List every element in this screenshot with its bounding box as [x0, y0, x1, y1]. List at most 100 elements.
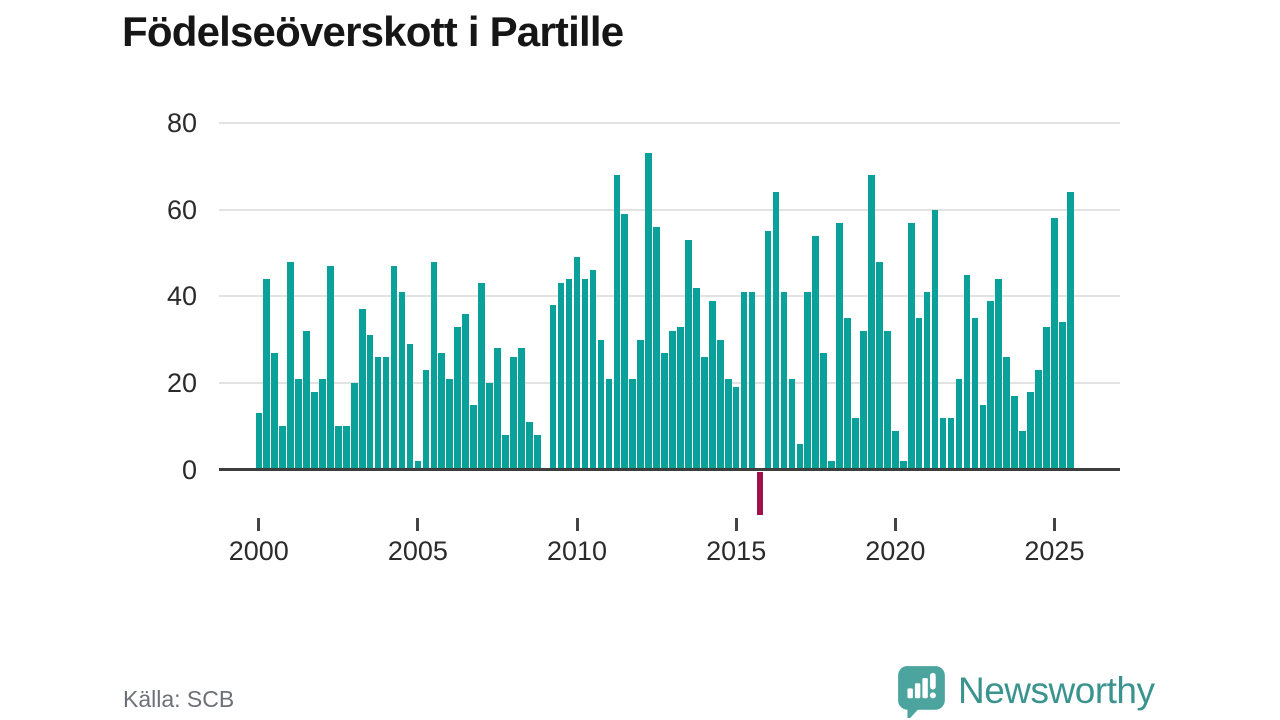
bar [780, 291, 788, 470]
bar [645, 153, 652, 470]
bar [963, 274, 971, 470]
y-axis-tick-label: 80 [166, 108, 197, 139]
y-axis-tick-label: 60 [166, 194, 197, 225]
bar [398, 291, 406, 470]
bar [414, 460, 422, 470]
bar [430, 261, 438, 470]
bar [1059, 322, 1066, 470]
source-note: Källa: SCB [123, 686, 235, 712]
bar [366, 335, 374, 470]
chart-title: Födelseöverskott i Partille [122, 8, 624, 55]
bar [1027, 391, 1034, 470]
bar [422, 369, 430, 470]
bar [740, 291, 748, 470]
bar [502, 434, 509, 470]
bar [995, 278, 1003, 470]
bar [812, 235, 820, 470]
x-axis-tick [257, 518, 261, 531]
bar [486, 382, 493, 470]
bar [884, 330, 891, 470]
bar [287, 261, 294, 470]
bar [629, 378, 637, 470]
bar [470, 404, 477, 470]
gridline-y60 [219, 208, 1120, 211]
bar [892, 430, 899, 470]
bar [271, 352, 278, 470]
bar [390, 265, 398, 470]
bar [685, 239, 692, 470]
bar [406, 343, 414, 470]
bar [653, 226, 660, 470]
bar [1003, 356, 1010, 470]
bar [581, 278, 589, 470]
bar [478, 283, 485, 470]
bar [494, 348, 501, 470]
bar [303, 330, 310, 470]
bar [358, 309, 366, 470]
x-axis-tick [1052, 518, 1056, 531]
bar [295, 378, 302, 470]
bar [311, 391, 318, 470]
bar [526, 421, 533, 470]
bar [836, 222, 843, 470]
bar [955, 378, 963, 470]
bar [677, 326, 684, 470]
gridline-y40 [219, 295, 1120, 298]
bar [613, 174, 621, 470]
bar [1019, 430, 1026, 470]
bar [518, 348, 525, 470]
bar [844, 317, 851, 470]
y-axis-tick-label: 0 [181, 454, 197, 485]
bar [709, 300, 716, 470]
bar [1011, 395, 1018, 470]
bar [343, 426, 350, 470]
bar [693, 287, 700, 470]
bar [716, 339, 724, 470]
bar [907, 222, 915, 470]
bar [939, 417, 947, 470]
bar-negative [756, 471, 764, 515]
bar [669, 330, 676, 470]
bar [319, 378, 326, 470]
bar [820, 352, 827, 470]
bar [446, 378, 454, 470]
x-axis-line [219, 467, 1120, 471]
bar [987, 300, 995, 470]
bar [565, 278, 573, 470]
bar [748, 291, 756, 470]
bar [772, 192, 780, 470]
bar [724, 378, 732, 470]
bar [764, 231, 772, 470]
bar [828, 460, 835, 470]
bar [533, 434, 541, 470]
bar [1043, 326, 1050, 470]
bar [788, 378, 796, 470]
bar [979, 404, 987, 470]
bar [549, 304, 557, 470]
bar [510, 356, 517, 470]
bar [868, 174, 875, 470]
bar [557, 283, 565, 470]
bar [1067, 192, 1074, 470]
x-axis-tick-label: 2010 [547, 536, 608, 566]
bar [876, 261, 883, 470]
x-axis-tick-label: 2000 [228, 536, 289, 566]
bar [899, 460, 907, 470]
bar [382, 356, 390, 470]
x-axis-tick [734, 518, 738, 531]
bar [804, 291, 812, 470]
bar [1051, 218, 1058, 470]
x-axis-tick-label: 2020 [865, 536, 926, 566]
bar [947, 417, 955, 470]
bar [661, 352, 668, 470]
x-axis-tick [416, 518, 420, 531]
bar [597, 339, 605, 470]
gridline-y80 [219, 122, 1120, 125]
bar [454, 326, 461, 470]
bar [637, 339, 644, 470]
newsworthy-logo: Newsworthy [896, 664, 1155, 720]
bar [350, 382, 358, 470]
y-axis-tick-label: 20 [166, 367, 197, 398]
